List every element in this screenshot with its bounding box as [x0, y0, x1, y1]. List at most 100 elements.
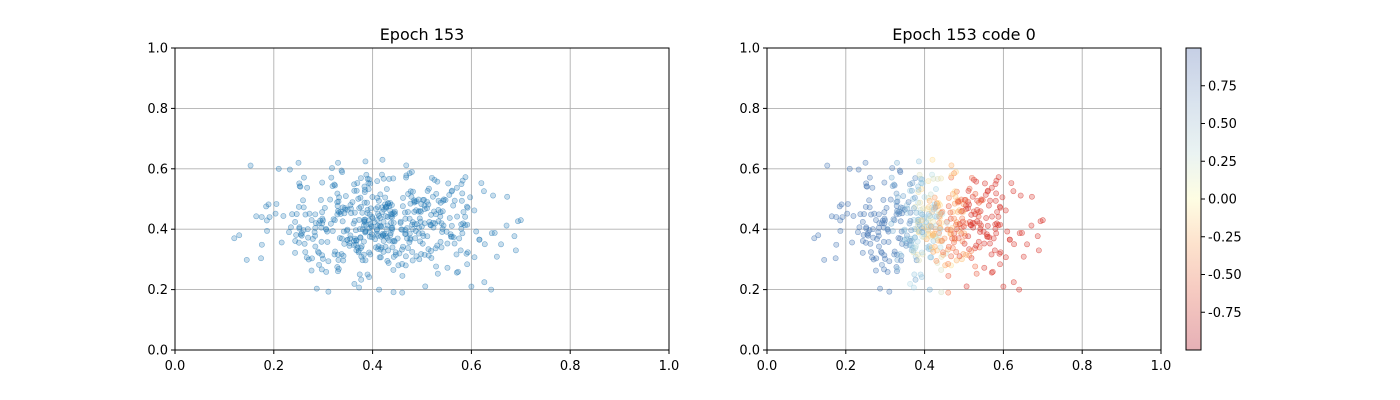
chart-left-point — [384, 234, 391, 241]
chart-right-xtick-label: 0.8 — [1072, 359, 1093, 374]
chart-right-point — [938, 289, 945, 296]
chart-right-point — [886, 258, 893, 265]
chart-left-point — [357, 194, 364, 201]
chart-right-point — [871, 210, 878, 217]
chart-right-point — [855, 229, 861, 236]
chart-left-point — [329, 228, 336, 234]
chart-right-ytick-label: 0.0 — [739, 344, 760, 359]
chart-right-point — [883, 204, 890, 211]
chart-right-point — [969, 193, 976, 200]
chart-left-point — [449, 187, 455, 194]
chart-left-point — [431, 176, 438, 183]
chart-right-point — [960, 208, 966, 215]
chart-left-point — [437, 199, 444, 206]
chart-left-point — [458, 225, 465, 232]
chart-left-point — [419, 240, 426, 247]
chart-left-point — [311, 229, 318, 236]
chart-right-point — [992, 181, 999, 188]
chart-right-point — [911, 194, 918, 201]
chart-right-point — [876, 224, 882, 231]
chart-right-ytick-label: 0.6 — [739, 162, 760, 177]
chart-left-point — [328, 174, 335, 181]
chart-left-point — [247, 162, 254, 169]
chart-right-point — [941, 235, 948, 242]
chart-right-point — [857, 211, 864, 218]
chart-left-point — [471, 207, 478, 214]
chart-left-point — [504, 193, 511, 200]
chart-right-point — [908, 227, 915, 234]
chart-left-point — [447, 231, 454, 238]
chart-left-point — [358, 276, 365, 283]
chart-left-ytick-label: 0.0 — [147, 344, 168, 359]
chart-left-point — [374, 194, 381, 201]
chart-left-point — [336, 235, 343, 241]
chart-right-point — [972, 211, 979, 218]
chart-left-point — [327, 220, 334, 227]
chart-left-xticks: 0.0 0.2 0.4 0.6 0.8 1.0 — [165, 350, 679, 374]
chart-left-point — [313, 220, 319, 227]
chart-left-point — [451, 240, 458, 247]
chart-right-point — [828, 213, 835, 220]
chart-right-point — [911, 234, 918, 241]
colorbar-tick-label: 0.50 — [1208, 117, 1237, 132]
chart-left-point — [361, 218, 368, 225]
chart-left-point — [467, 194, 474, 201]
chart-right-point — [877, 285, 883, 292]
chart-left-point — [488, 230, 495, 237]
chart-left-point — [331, 217, 338, 224]
chart-right-point — [844, 210, 851, 217]
chart-right-point — [992, 197, 999, 204]
chart-right-xtick-label: 0.2 — [835, 359, 856, 374]
chart-right-point — [956, 253, 963, 260]
chart-left-point — [273, 201, 280, 207]
chart-right-point — [929, 156, 936, 163]
chart-right-point — [965, 187, 972, 194]
chart-right-point — [932, 204, 938, 210]
chart-right-point — [824, 162, 831, 169]
chart-left-point — [392, 249, 399, 256]
chart-left-points — [231, 156, 524, 296]
chart-right-point — [1004, 228, 1011, 235]
chart-left-point — [421, 251, 428, 258]
chart-left-point — [431, 208, 437, 215]
chart-left-frame — [174, 47, 670, 351]
chart-left-point — [369, 234, 375, 241]
chart-left-point — [409, 226, 416, 233]
chart-left-point — [433, 263, 439, 270]
chart-right-point — [912, 175, 919, 181]
chart-right-point — [917, 199, 924, 206]
chart-right-point — [930, 232, 937, 238]
chart-right-title: Epoch 153 code 0 — [892, 25, 1036, 44]
colorbar-tick-label: 0.75 — [1208, 79, 1237, 94]
chart-left-point — [329, 183, 336, 190]
chart-right-point — [937, 226, 943, 233]
chart-right-point — [1010, 188, 1017, 195]
chart-left-point — [424, 187, 431, 194]
chart-left-point — [338, 251, 345, 257]
chart-right-point — [1011, 241, 1017, 248]
chart-left-point — [374, 178, 381, 185]
chart-left-point — [361, 251, 367, 258]
chart-right-point — [1035, 247, 1042, 254]
chart-right-points — [811, 156, 1046, 296]
chart-right-point — [855, 166, 862, 173]
chart-right-point — [1034, 233, 1041, 240]
chart-right-point — [881, 252, 888, 259]
chart-left-point — [286, 229, 292, 236]
chart-left-point — [403, 174, 409, 181]
chart-right-point — [1024, 241, 1030, 248]
chart-right-point — [880, 197, 887, 203]
chart-right-point — [928, 244, 935, 251]
chart-left-point — [418, 251, 425, 257]
chart-left-point — [389, 238, 396, 245]
chart-left-point — [388, 211, 394, 217]
chart-left-point — [440, 222, 447, 229]
chart-left-xtick-label: 0.0 — [165, 359, 186, 374]
chart-left-point — [408, 193, 415, 200]
chart-right-point — [904, 232, 910, 239]
chart-right-point — [862, 159, 869, 166]
chart-left-point — [266, 214, 273, 221]
chart-left-point — [354, 180, 361, 186]
chart-right-point — [938, 219, 945, 226]
chart-left-point — [471, 254, 478, 261]
